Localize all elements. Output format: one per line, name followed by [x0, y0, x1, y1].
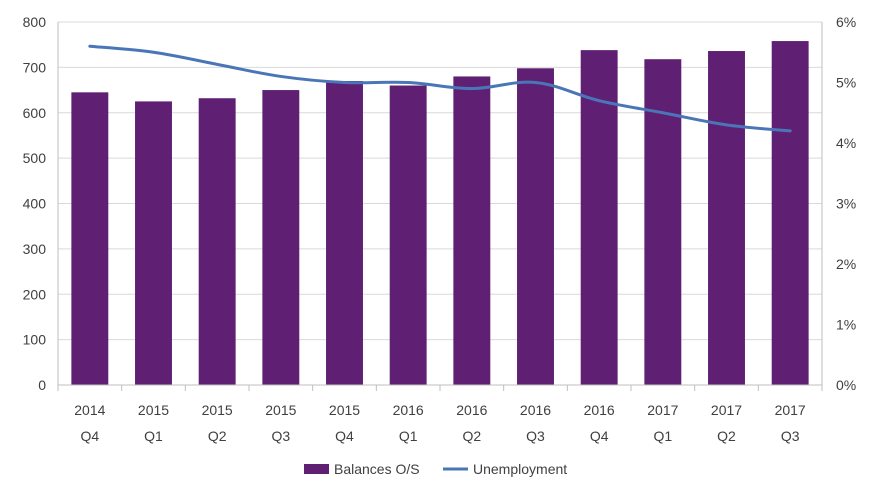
axes	[57, 22, 823, 391]
right-tick-label: 2%	[836, 256, 856, 272]
x-tick-label-quarter: Q1	[653, 428, 672, 444]
unemployment-line	[88, 44, 792, 133]
bar	[517, 68, 554, 385]
right-axis-tick-labels: 0% 1% 2% 3% 4% 5% 6%	[836, 14, 856, 393]
bar	[708, 51, 745, 385]
bar	[71, 92, 109, 386]
bar	[389, 85, 427, 386]
x-tick-label-quarter: Q3	[271, 428, 290, 444]
x-tick-label-year: 2015	[202, 402, 233, 418]
right-tick-label: 4%	[836, 135, 856, 151]
x-tick-label-year: 2017	[711, 402, 742, 418]
x-tick-label-year: 2016	[584, 402, 615, 418]
bar	[326, 80, 363, 386]
x-tick-label-year: 2014	[74, 402, 105, 418]
x-tick-label-quarter: Q4	[80, 428, 99, 444]
left-tick-label: 500	[23, 150, 47, 166]
x-tick-label-quarter: Q4	[335, 428, 354, 444]
x-tick-label-year: 2016	[520, 402, 551, 418]
left-tick-label: 400	[23, 196, 47, 212]
x-tick-label-quarter: Q1	[144, 428, 163, 444]
left-axis-tick-labels: 0 100 200 300 400 500 600 700 800	[23, 14, 47, 393]
legend-swatch-balances	[304, 464, 329, 474]
bar	[771, 41, 809, 386]
line-series	[88, 44, 792, 133]
x-tick-label-year: 2016	[393, 402, 424, 418]
bar	[453, 76, 491, 385]
bar	[198, 98, 236, 385]
x-tick-label-quarter: Q2	[717, 428, 736, 444]
left-tick-label: 600	[23, 105, 47, 121]
left-tick-label: 800	[23, 14, 47, 30]
x-tick-label-year: 2015	[265, 402, 296, 418]
bar-series	[71, 41, 809, 386]
x-tick-label-quarter: Q1	[399, 428, 418, 444]
x-axis-tick-labels: 2014 Q4 2015 Q1 2015 Q2 2015 Q3 2015 Q4 2016 Q1 2016…	[74, 402, 806, 444]
right-tick-label: 1%	[836, 317, 856, 333]
x-tick-label-quarter: Q2	[208, 428, 227, 444]
right-tick-label: 0%	[836, 377, 856, 393]
left-tick-label: 0	[38, 377, 46, 393]
right-tick-label: 6%	[836, 14, 856, 30]
bar	[135, 101, 172, 385]
right-tick-label: 3%	[836, 196, 856, 212]
gridlines	[58, 21, 822, 341]
bar	[644, 59, 682, 386]
x-tick-label-year: 2016	[456, 402, 487, 418]
x-tick-label-quarter: Q3	[781, 428, 800, 444]
bar	[262, 90, 300, 385]
x-tick-label-quarter: Q2	[462, 428, 481, 444]
x-tick-label-year: 2017	[647, 402, 678, 418]
left-tick-label: 100	[23, 332, 47, 348]
x-tick-label-quarter: Q4	[590, 428, 609, 444]
left-tick-label: 200	[23, 286, 47, 302]
x-tick-label-year: 2015	[329, 402, 360, 418]
x-tick-label-quarter: Q3	[526, 428, 545, 444]
x-tick-label-year: 2017	[775, 402, 806, 418]
legend-label-unemployment: Unemployment	[473, 461, 567, 477]
legend: Balances O/S Unemployment	[304, 461, 567, 477]
bar	[580, 50, 618, 385]
left-tick-label: 300	[23, 241, 47, 257]
left-tick-label: 700	[23, 59, 47, 75]
right-tick-label: 5%	[836, 75, 856, 91]
x-tick-label-year: 2015	[138, 402, 169, 418]
legend-label-balances: Balances O/S	[334, 461, 420, 477]
